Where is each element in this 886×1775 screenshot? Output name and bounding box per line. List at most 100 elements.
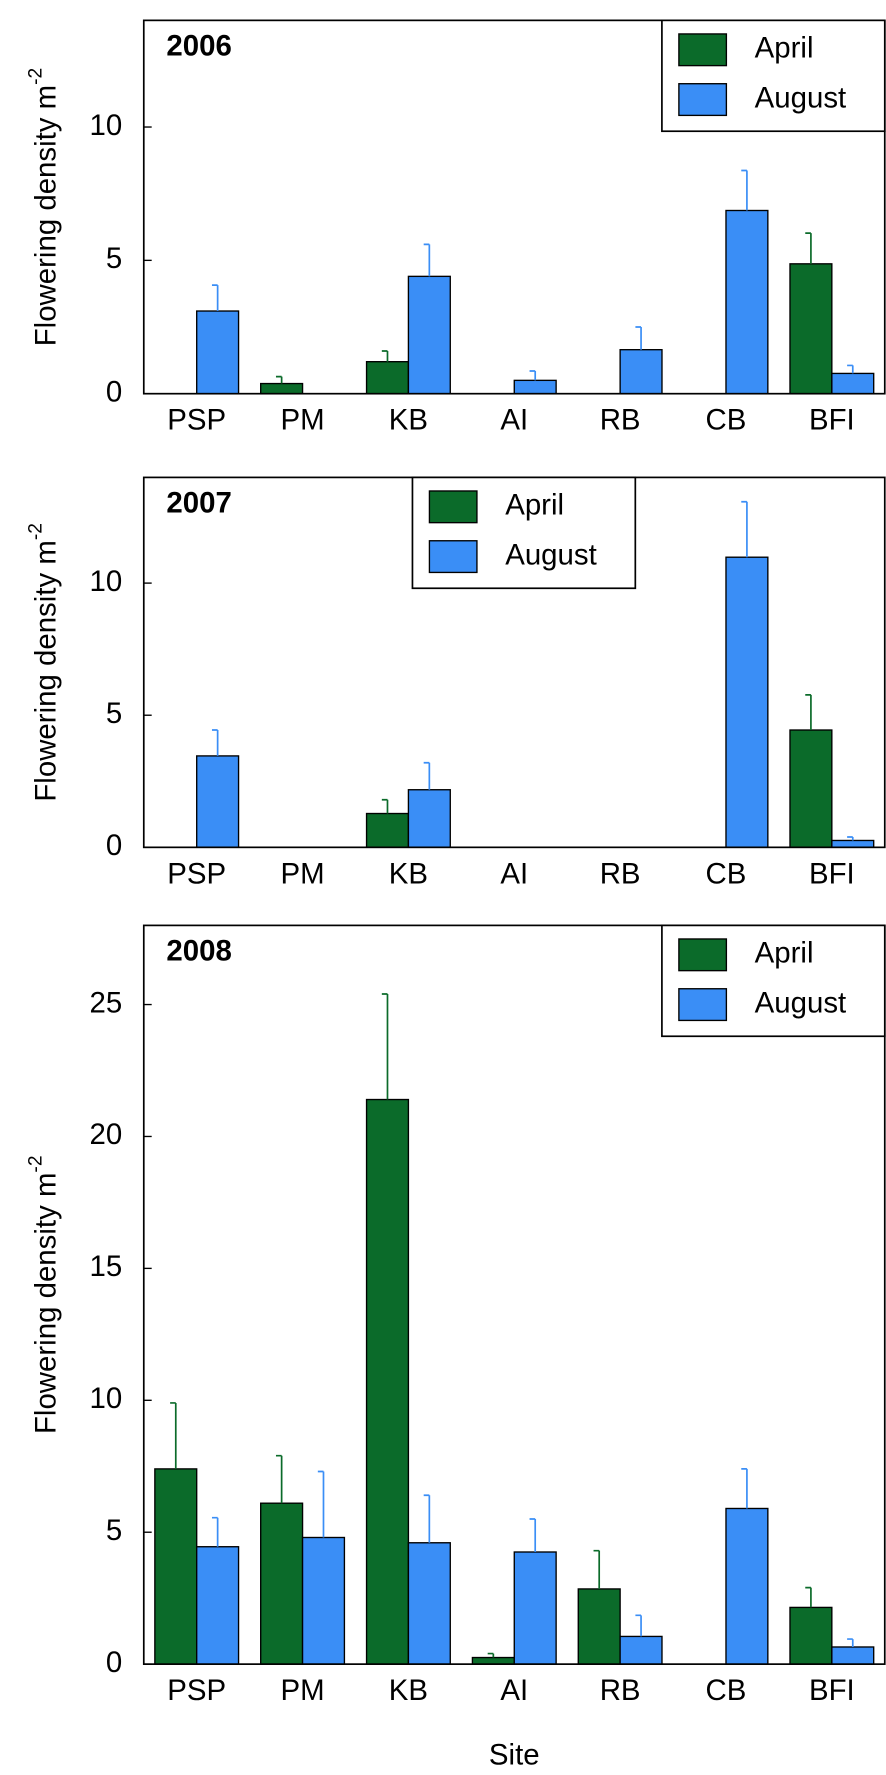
y-axis-label: Flowering density m-2: [25, 523, 62, 802]
bar: [365, 361, 410, 395]
y-tick-label: 5: [106, 242, 122, 275]
x-tick-label: AI: [500, 857, 528, 890]
panel: 0 5 10 Flowering density m-2 PSP PM KB AI RB CB BF…: [25, 19, 886, 437]
panel: 0 5 10 Flowering density m-2 PSP PM KB AI RB CB BF…: [25, 476, 886, 890]
error-bar: [423, 1494, 431, 1543]
x-tick-label: RB: [600, 1674, 641, 1707]
error-bar: [635, 326, 642, 350]
legend-swatch: [678, 988, 728, 1022]
legend-label: August: [505, 538, 597, 571]
y-tick-label: 15: [90, 1250, 123, 1283]
legend-label: April: [755, 32, 814, 65]
legend-swatch: [428, 540, 478, 574]
x-tick-label: PM: [281, 857, 325, 890]
error-bar: [423, 761, 431, 790]
panel-title: 2006: [166, 29, 231, 62]
x-axis-label: Site: [489, 1739, 540, 1772]
x-tick-label: PM: [281, 1674, 325, 1707]
bar: [789, 1606, 833, 1665]
error-bar: [211, 729, 219, 756]
bar: [725, 1507, 769, 1665]
error-bar: [741, 169, 748, 211]
x-tick-label: RB: [600, 857, 641, 890]
x-tick-label: KB: [389, 857, 428, 890]
y-axis-label-text: Flowering density m: [29, 540, 62, 801]
y-axis-label-text: Flowering density m: [29, 1173, 62, 1434]
error-bar: [741, 500, 748, 558]
error-bar: [741, 1468, 748, 1509]
error-bar: [593, 1549, 601, 1589]
bar: [196, 1546, 240, 1665]
x-tick-label: PM: [281, 404, 325, 437]
error-bar: [487, 1652, 495, 1658]
bar: [196, 755, 240, 849]
error-bar: [805, 232, 812, 264]
error-bar: [529, 370, 537, 381]
x-tick-label: BFI: [809, 404, 855, 437]
x-tick-label: CB: [706, 857, 747, 890]
x-tick-label: PSP: [167, 404, 226, 437]
y-tick-label: 0: [106, 1646, 122, 1679]
legend-swatch: [678, 33, 728, 67]
bar: [619, 349, 663, 395]
y-axis-label: Flowering density m-2: [25, 1155, 62, 1434]
x-tick-label: AI: [500, 1674, 528, 1707]
panel-title: 2007: [166, 486, 231, 519]
error-bar: [381, 798, 389, 814]
error-bar: [805, 1586, 812, 1608]
x-tick-label: BFI: [809, 1674, 855, 1707]
y-tick-label: 10: [90, 565, 123, 598]
error-bar: [381, 993, 389, 1100]
error-bar: [529, 1518, 537, 1552]
bar: [619, 1635, 663, 1665]
bar: [831, 1646, 875, 1665]
legend-swatch: [428, 490, 478, 524]
error-bar: [805, 694, 812, 731]
error-bar: [170, 1402, 177, 1469]
x-tick-label: KB: [389, 1674, 428, 1707]
bar: [407, 789, 451, 849]
plot-frame: [142, 19, 886, 395]
legend-swatch: [678, 83, 728, 117]
y-tick-label: 25: [90, 986, 123, 1019]
y-tick-label: 5: [106, 1514, 122, 1547]
error-bar: [423, 243, 431, 277]
legend-swatch: [678, 938, 728, 972]
error-bar: [211, 1516, 219, 1547]
error-bar: [211, 284, 219, 312]
legend-label: April: [755, 937, 814, 970]
plot-frame: [142, 924, 886, 1665]
bar: [407, 275, 451, 395]
x-tick-label: CB: [706, 1674, 747, 1707]
x-tick-label: RB: [600, 404, 641, 437]
bar: [196, 310, 240, 395]
bar: [260, 382, 304, 395]
y-axis-label-superscript: -2: [25, 68, 46, 85]
bar: [725, 209, 769, 395]
bar: [365, 812, 410, 849]
legend-label: August: [755, 81, 847, 114]
x-tick-label: BFI: [809, 857, 855, 890]
y-axis-label-superscript: -2: [25, 523, 46, 540]
legend-label: April: [505, 489, 564, 522]
bar: [577, 1588, 621, 1665]
y-tick-label: 0: [106, 375, 122, 408]
x-tick-label: AI: [500, 404, 528, 437]
panel: 0 5 10 15 20 25 Flowering density m-2 PSP PM KB AI…: [25, 924, 886, 1772]
x-tick-label: KB: [389, 404, 428, 437]
bar: [301, 1536, 346, 1665]
bar: [407, 1542, 451, 1665]
x-tick-label: PSP: [167, 857, 226, 890]
bar: [471, 1656, 515, 1665]
y-axis-label-superscript: -2: [25, 1155, 46, 1172]
bar: [365, 1098, 410, 1665]
error-bar: [381, 350, 389, 362]
error-bar: [847, 364, 854, 374]
bar: [260, 1502, 304, 1665]
y-tick-label: 10: [90, 1382, 123, 1415]
error-bar: [847, 836, 854, 841]
bar: [513, 1551, 557, 1665]
x-tick-label: CB: [706, 404, 747, 437]
